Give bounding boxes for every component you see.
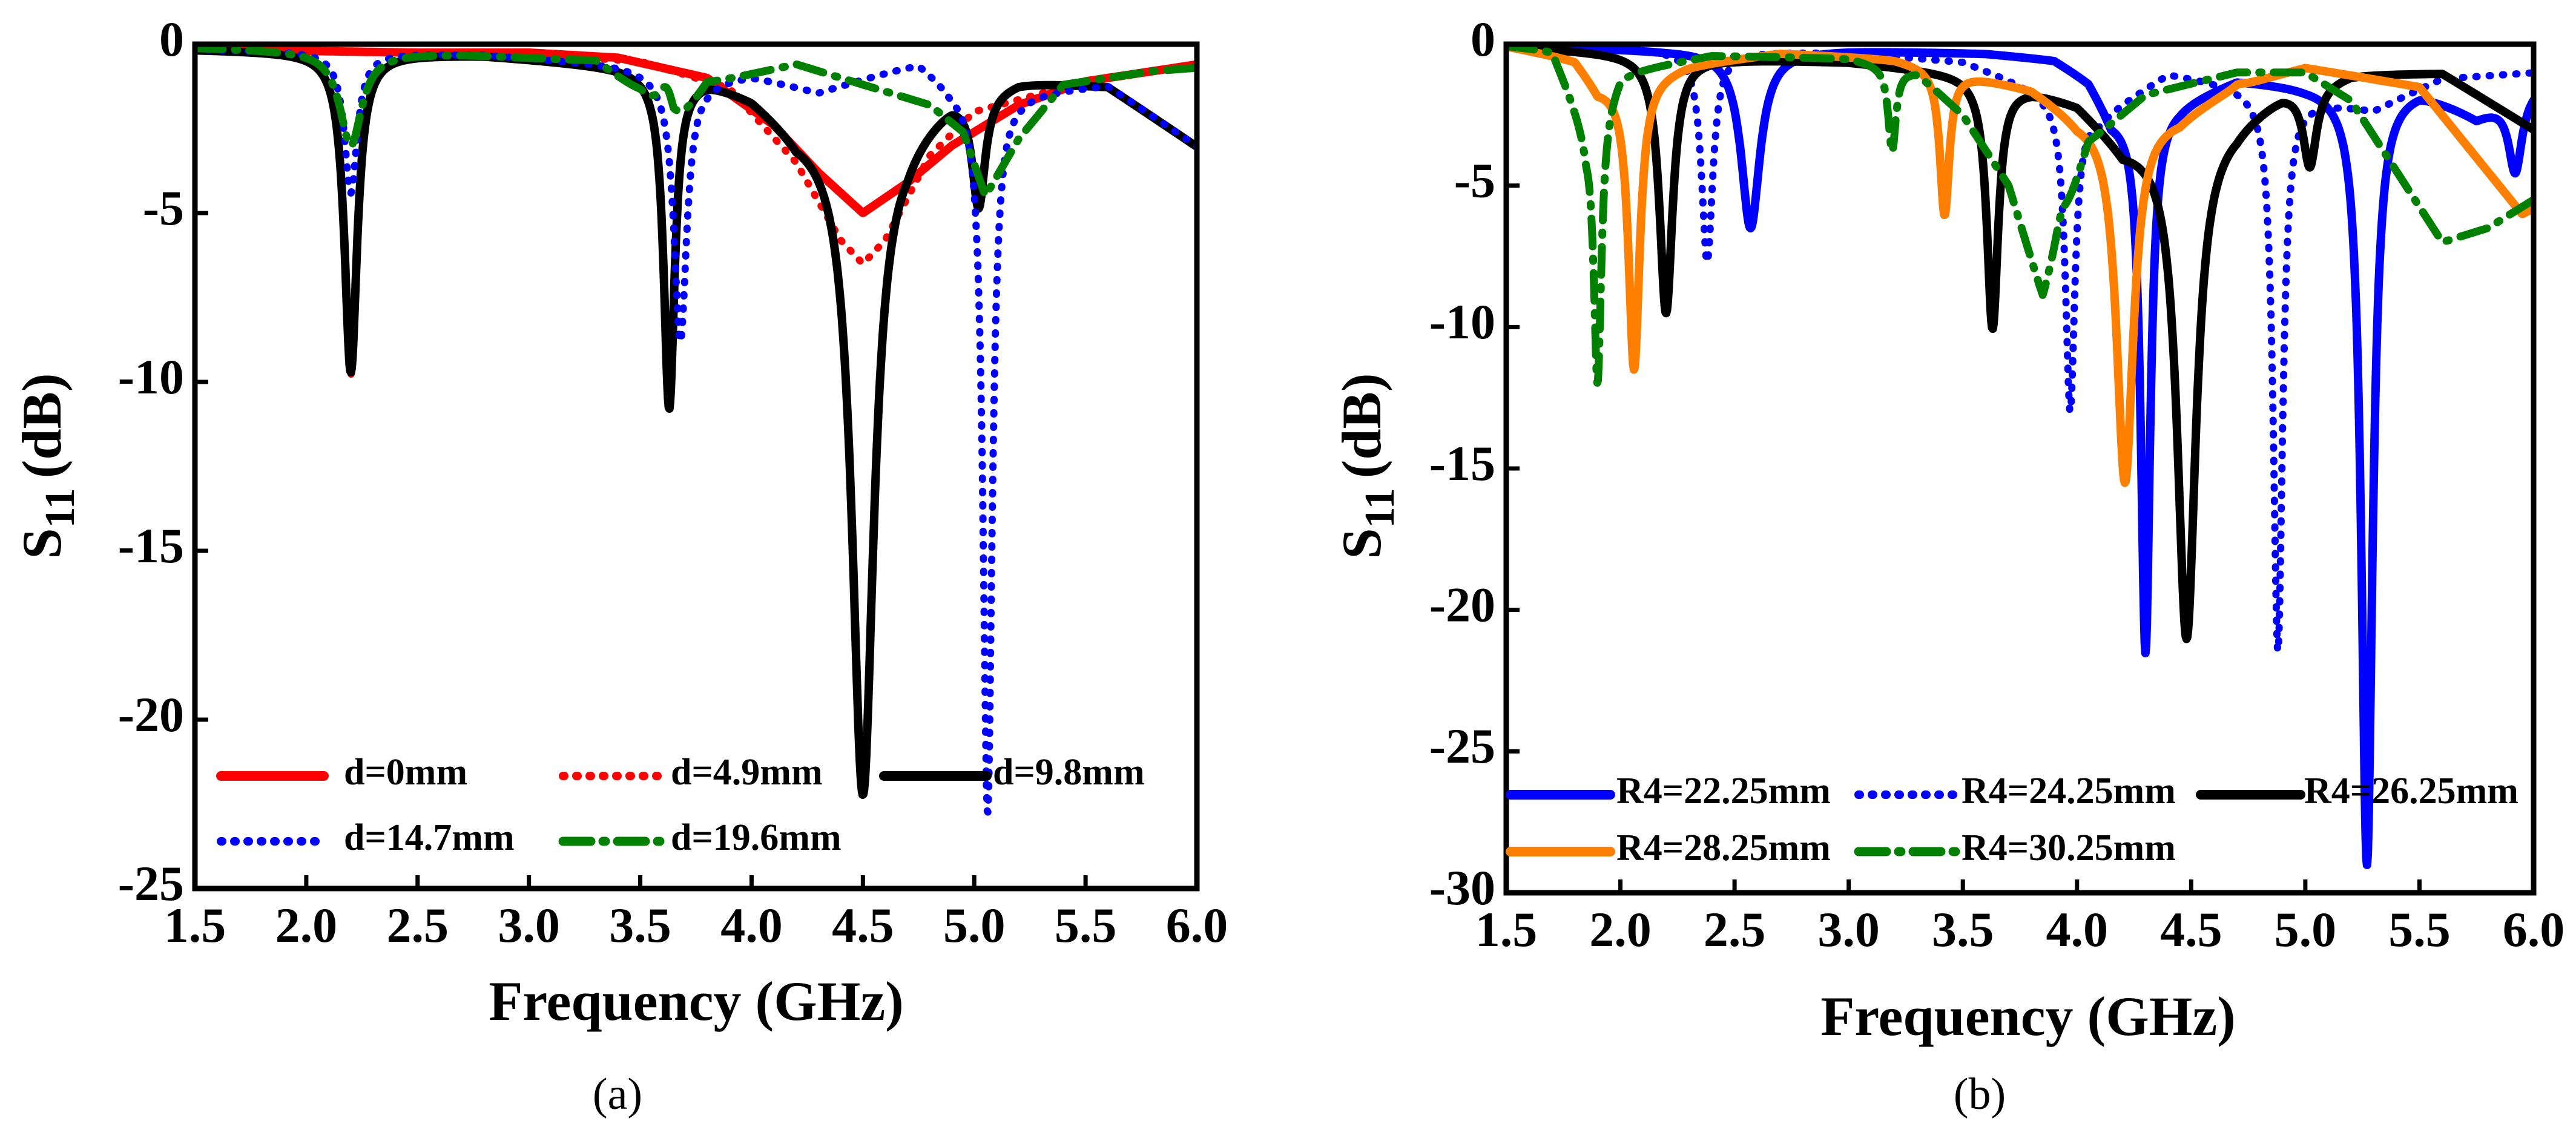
panel-b-x-tick-label: 6.0 (2503, 902, 2565, 957)
panel-a-x-tick-label: 3.0 (498, 898, 560, 953)
panel-a-tick-marks (193, 42, 1199, 891)
panel-b-y-tick-label: -25 (1429, 718, 1495, 774)
panel-a-series (195, 43, 1197, 816)
panel-b-x-tick-label: 5.5 (2388, 902, 2451, 957)
panel-b-y-tick-label: 0 (1471, 12, 1495, 67)
panel-b-x-tick-label: 4.0 (2046, 902, 2109, 957)
panel-a-series-line-5 (195, 44, 1197, 200)
panel-b-y-axis-title: S11 (dB) (1331, 373, 1403, 559)
panel-a-y-tick-label: -25 (118, 856, 184, 911)
panel-b-y-axis-title-unit: (dB) (1331, 373, 1392, 478)
panel-a-y-tick-label: 0 (159, 12, 184, 67)
panel-a-series-line-3 (195, 46, 1197, 799)
panel-b-y-tick-label: -20 (1429, 577, 1495, 632)
panel-b-y-tick-label: -5 (1454, 153, 1495, 208)
panel-a-label: (a) (593, 1070, 642, 1119)
panel-a-x-tick-label: 2.5 (387, 898, 449, 953)
panel-b-series-line-5 (1506, 42, 2534, 387)
panel-a-x-tick-label: 6.0 (1166, 898, 1228, 953)
panel-b-legend: R4=22.25mm R4=24.25mm R4=26.25mm R4=28.2… (1506, 770, 2518, 869)
panel-b-legend-label: R4=22.25mm (1616, 770, 1831, 812)
panel-a-x-tick-label: 4.5 (832, 898, 894, 953)
panel-b-legend-label: R4=30.25mm (1962, 827, 2176, 869)
panel-b-y-tick-label: -15 (1429, 436, 1495, 491)
panel-b-x-tick-label: 1.5 (1475, 902, 1538, 957)
panel-b-y-tick-labels: 0 -5 -10 -15 -20 -25 -30 (1429, 12, 1495, 915)
panel-a-legend-label: d=19.6mm (671, 817, 842, 858)
panel-b-legend-label: R4=26.25mm (2304, 770, 2518, 812)
panel-a-legend-label: d=9.8mm (993, 752, 1145, 793)
panel-a-x-tick-label: 2.0 (275, 898, 338, 953)
panel-b-y-axis-title-sub: 11 (1357, 488, 1403, 528)
panel-a-series-line-4 (195, 46, 1197, 816)
panel-a-legend-label: d=14.7mm (344, 817, 515, 858)
panel-b-legend-label: R4=24.25mm (1962, 770, 2176, 812)
panel-a-y-axis-title: S11 (dB) (11, 373, 84, 559)
panel-b-x-axis-title: Frequency (GHz) (1820, 985, 2236, 1047)
panel-a-y-axis-title-unit: (dB) (11, 373, 73, 478)
panel-a-y-tick-labels: 0 -5 -10 -15 -20 -25 (118, 12, 184, 911)
panel-a-y-axis-title-main: S (11, 528, 73, 559)
panel-a-x-tick-label: 1.5 (164, 898, 226, 953)
panel-a-legend: d=0mm d=4.9mm d=9.8mm d=14.7mm d=19.6mm (216, 752, 1145, 858)
panel-b-x-tick-label: 3.0 (1817, 902, 1880, 957)
panel-b-series-line-1 (1506, 42, 2534, 870)
panel-a-x-tick-label: 5.0 (943, 898, 1006, 953)
panel-b-y-axis-title-main: S (1331, 528, 1392, 559)
panel-b-x-tick-labels: 1.5 2.0 2.5 3.0 3.5 4.0 4.5 5.0 5.5 6.0 (1475, 902, 2565, 957)
panel-b-chart: 0 -5 -10 -15 -20 -25 -30 1.5 2.0 2.5 3.0… (1331, 12, 2564, 1119)
panel-b-y-tick-label: -10 (1429, 294, 1495, 349)
panel-b-y-tick-label: -30 (1429, 860, 1495, 915)
panel-a-x-axis-title: Frequency (GHz) (489, 970, 904, 1032)
panel-a-y-axis-title-sub: 11 (37, 488, 84, 528)
panel-a-x-tick-label: 5.5 (1055, 898, 1117, 953)
panel-b-x-tick-label: 2.5 (1704, 902, 1766, 957)
panel-b-x-tick-label: 2.0 (1589, 902, 1652, 957)
panel-a-x-tick-labels: 1.5 2.0 2.5 3.0 3.5 4.0 4.5 5.0 5.5 6.0 (164, 898, 1228, 953)
panel-a-x-tick-label: 3.5 (609, 898, 671, 953)
panel-a-y-tick-label: -10 (118, 349, 184, 404)
panel-a-x-tick-label: 4.0 (720, 898, 783, 953)
panel-b-legend-label: R4=28.25mm (1616, 827, 1831, 869)
panel-a-y-tick-label: -20 (118, 687, 184, 742)
panel-a-y-tick-label: -5 (143, 180, 184, 235)
panel-b-tick-marks (1504, 42, 2536, 895)
panel-a-plot-frame (192, 41, 1200, 892)
panel-a-legend-label: d=4.9mm (671, 752, 823, 793)
panel-a-y-tick-label: -15 (118, 518, 184, 573)
panel-b-series-line-4 (1506, 42, 2534, 487)
panel-b-x-tick-label: 5.0 (2275, 902, 2337, 957)
panel-a-legend-label: d=0mm (344, 752, 467, 793)
panel-b-label: (b) (1954, 1070, 2006, 1119)
panel-b-series (1506, 42, 2534, 870)
panel-a-chart: 0 -5 -10 -15 -20 -25 1.5 2.0 2.5 3.0 3.5… (11, 12, 1228, 1119)
panel-b-x-tick-label: 4.5 (2160, 902, 2222, 957)
panel-b-x-tick-label: 3.5 (1932, 902, 1994, 957)
